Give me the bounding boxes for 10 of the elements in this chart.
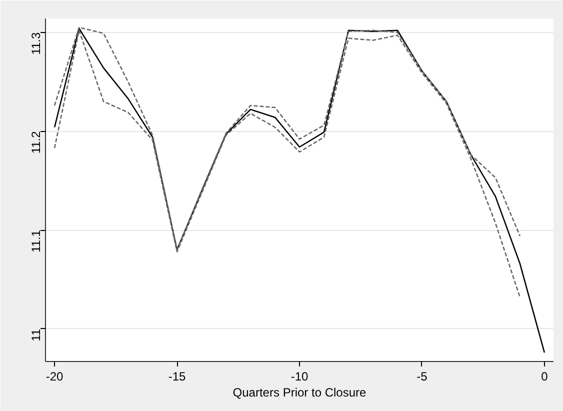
x-axis-title: Quarters Prior to Closure <box>232 386 367 400</box>
y-tick-label: 11.1 <box>29 230 43 252</box>
x-tick-label: 0 <box>541 370 548 384</box>
x-tick-label: -5 <box>416 370 428 384</box>
x-tick-label: -20 <box>46 370 64 384</box>
y-tick-label: 11.2 <box>29 130 43 154</box>
x-tick-label: -10 <box>290 370 308 384</box>
x-tick-label: -15 <box>168 370 186 384</box>
y-tick-label: 11 <box>29 328 43 342</box>
y-tick-label: 11.3 <box>29 32 43 55</box>
